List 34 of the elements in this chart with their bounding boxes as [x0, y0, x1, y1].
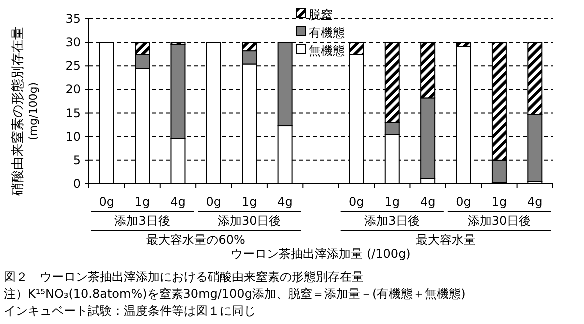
y-tick-label: 10 [66, 130, 81, 144]
x-tick-label: 4g [528, 195, 543, 209]
legend-label: 脱窒 [309, 8, 333, 22]
x-tick-label: 1g [242, 195, 258, 209]
y-tick-label: 15 [66, 106, 81, 120]
text: 添加30日後 [218, 214, 282, 228]
text: 添加3日後 [364, 214, 420, 228]
legend-label: 有機態 [309, 26, 345, 40]
text: 注）K¹⁵NO₃(10.8atom%)を窒素30mg/100g添加、脱窒＝添加量－(有機態＋無機態) [4, 287, 466, 301]
y-tick-label: 30 [66, 36, 81, 50]
y-tick-label: 35 [66, 12, 81, 26]
y-tick-label: 25 [66, 59, 81, 74]
x-tick-label: 4g [420, 195, 436, 209]
x-tick-label: 4g [278, 195, 293, 209]
text: 添加30日後 [468, 214, 532, 228]
x-tick-label: 0g [349, 195, 364, 209]
x-axis-title: ウーロン茶抽出滓添加量 (/100g) [231, 247, 411, 261]
text: 図２ ウーロン茶抽出滓添加における硝酸由来窒素の形態別存在量 [4, 270, 364, 284]
x-tick-label: 1g [384, 195, 400, 209]
text: インキュベート試験：温度条件等は図１に同じ [4, 304, 256, 318]
text: 添加3日後 [114, 214, 170, 228]
legend-label: 無機態 [309, 44, 345, 58]
x-tick-label: 4g [170, 195, 186, 209]
x-tick-label: 1g [134, 195, 150, 209]
y-axis-title: 硝酸由来窒素の形態別存在量 (mg/100g) [10, 27, 40, 197]
y-tick-label: 5 [73, 153, 81, 168]
text: 最大容水量の60% [146, 233, 246, 247]
x-tick-label: 0g [456, 195, 472, 209]
x-tick-label: 1g [492, 195, 508, 209]
y-tick-label: 0 [73, 177, 81, 191]
text: 最大容水量 [416, 233, 476, 247]
x-tick-label: 0g [99, 195, 114, 209]
y-tick-label: 20 [66, 82, 81, 97]
x-tick-label: 0g [206, 195, 222, 209]
